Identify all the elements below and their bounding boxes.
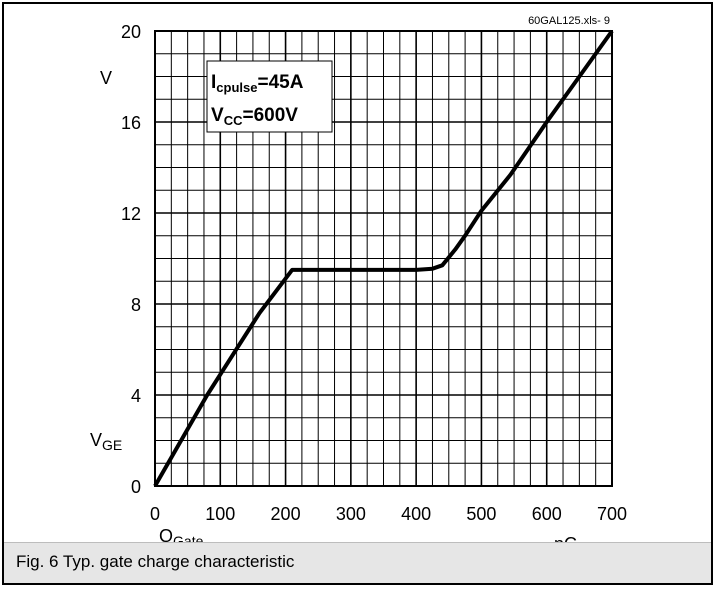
x-axis-label-main: Q [159,526,173,546]
annotation-current-main: I [211,72,216,93]
annotation-current-rest: =45A [257,72,303,93]
gate-charge-chart: 0 100 200 300 400 500 600 700 0 4 8 12 16 20 Icpulse… [90,15,627,554]
x-tick-labels: 0 100 200 300 400 500 600 700 [150,504,627,524]
annotation-voltage-rest: =600V [242,105,298,126]
x-tick-label: 300 [336,504,366,524]
caption-bar: Fig. 6 Typ. gate charge characteristic [4,542,711,583]
y-tick-label: 12 [121,204,141,224]
y-axis-label-sub: GE [102,437,122,453]
series-line [153,29,614,487]
plot-border [154,30,613,487]
x-tick-label: 400 [401,504,431,524]
y-tick-label: 4 [131,386,141,406]
x-tick-label: 0 [150,504,160,524]
x-tick-label: 600 [532,504,562,524]
y-axis-label: VGE [90,430,122,453]
annotation-box [206,60,333,133]
annotation-current: Icpulse=45A [211,72,304,95]
x-tick-label: 100 [205,504,235,524]
annotation-voltage-sub: CC [224,113,243,128]
figure-frame: 0 100 200 300 400 500 600 700 0 4 8 12 16 20 Icpulse… [2,2,713,585]
figure-caption: Fig. 6 Typ. gate charge characteristic [16,552,295,571]
y-tick-labels: 0 4 8 12 16 20 [121,22,141,497]
annotation-current-sub: cpulse [216,80,257,95]
y-tick-label: 16 [121,113,141,133]
y-tick-label: 8 [131,295,141,315]
y-axis-unit: V [100,68,112,88]
annotation-voltage-main: V [211,105,224,126]
x-tick-label: 200 [271,504,301,524]
y-axis-label-main: V [90,430,102,450]
source-note: 60GAL125.xls- 9 [528,15,610,27]
x-tick-label: 500 [466,504,496,524]
y-tick-label: 20 [121,22,141,42]
x-tick-label: 700 [597,504,627,524]
annotation-voltage: VCC=600V [211,105,298,128]
y-tick-label: 0 [131,477,141,497]
